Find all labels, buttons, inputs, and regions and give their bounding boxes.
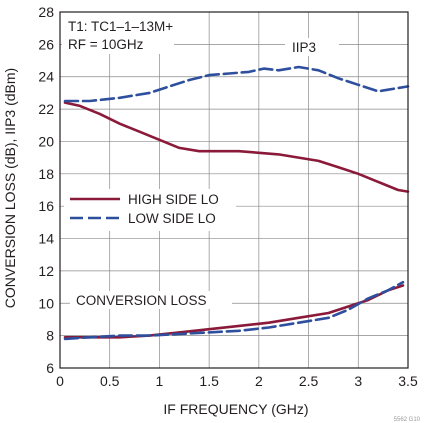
legend-label-high-side: HIGH SIDE LO	[128, 192, 219, 207]
x-tick-label-6: 3	[354, 373, 362, 389]
x-tick-label-7: 3.5	[398, 373, 418, 389]
y-tick-label-5: 16	[38, 198, 54, 214]
y-tick-label-10: 26	[38, 36, 54, 52]
y-tick-label-2: 10	[38, 295, 54, 311]
y-tick-label-3: 12	[38, 263, 54, 279]
x-tick-label-0: 0	[56, 373, 64, 389]
series-iip3-high-side	[63, 101, 410, 193]
x-tick-label-2: 1	[156, 373, 164, 389]
conversion-loss-label-box	[70, 291, 232, 309]
conditions-box	[62, 12, 174, 54]
series-iip3-low-side	[63, 65, 410, 103]
legend: HIGH SIDE LO LOW SIDE LO	[64, 189, 236, 231]
legend-label-low-side: LOW SIDE LO	[128, 211, 216, 226]
y-tick-label-4: 14	[38, 231, 54, 247]
y-tick-label-7: 20	[38, 133, 54, 149]
figure-ref: 5562 G10	[394, 417, 421, 423]
x-tick-label-5: 2.5	[299, 373, 319, 389]
y-tick-label-9: 24	[38, 69, 54, 85]
curves	[63, 65, 410, 341]
iip3-label-box	[285, 38, 339, 56]
y-tick-label-11: 28	[38, 4, 54, 20]
series-conversion-loss-high-side	[63, 284, 405, 339]
x-tick-label-4: 2	[255, 373, 263, 389]
x-tick-label-3: 1.5	[199, 373, 219, 389]
x-axis-title: IF FREQUENCY (GHz)	[163, 401, 308, 417]
y-tick-label-1: 8	[46, 328, 54, 344]
conditions-line1: T1: TC1–1–13M+	[68, 19, 173, 34]
y-tick-labels: 6 8 10 12 14 16 18 20 22 24 26 28	[38, 4, 54, 376]
x-tick-labels: 0 0.5 1 1.5 2 2.5 3 3.5	[56, 373, 418, 389]
legend-box	[64, 189, 236, 231]
y-tick-label-6: 18	[38, 166, 54, 182]
series-conversion-loss-low-side	[63, 280, 405, 341]
conditions-line2: RF = 10GHz	[68, 37, 144, 52]
x-tick-label-1: 0.5	[100, 373, 120, 389]
plot-frame	[59, 11, 409, 369]
iip3-label: IIP3	[292, 40, 316, 55]
conversion-loss-label: CONVERSION LOSS	[76, 293, 207, 308]
y-axis-title: CONVERSION LOSS (dB), IIP3 (dBm)	[2, 68, 18, 308]
y-tick-label-8: 22	[38, 101, 54, 117]
y-tick-label-0: 6	[46, 360, 54, 376]
